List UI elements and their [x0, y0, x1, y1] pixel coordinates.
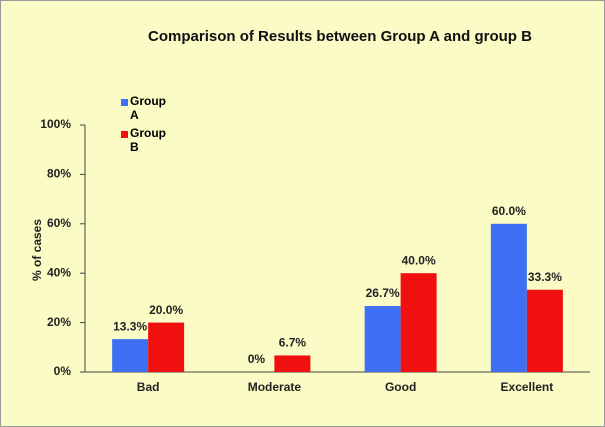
bar	[526, 289, 563, 372]
data-label: 20.0%	[149, 303, 183, 317]
x-tick-label: Excellent	[501, 380, 554, 394]
y-tick-label: 60%	[47, 216, 71, 230]
x-tick-label: Good	[385, 380, 416, 394]
bar	[490, 223, 527, 372]
bar	[112, 339, 149, 372]
data-label: 33.3%	[528, 270, 562, 284]
y-axis-label: % of cases	[30, 219, 44, 281]
legend-swatch	[121, 99, 128, 106]
bar	[274, 355, 311, 372]
y-tick-label: 20%	[47, 315, 71, 329]
title-box: Comparison of Results between Group A an…	[148, 28, 532, 45]
y-tick-label: 80%	[47, 167, 71, 181]
y-tick-label: 100%	[40, 117, 71, 131]
data-label: 40.0%	[402, 253, 436, 267]
x-tick-label: Bad	[137, 380, 160, 394]
chart-title: Comparison of Results between Group A an…	[148, 28, 532, 45]
y-tick-label: 0%	[54, 364, 72, 378]
x-tick-label: Moderate	[248, 380, 302, 394]
data-label: 6.7%	[279, 336, 307, 350]
data-label: 26.7%	[366, 286, 400, 300]
bar	[400, 273, 437, 372]
legend-entry: Group B	[130, 126, 166, 154]
y-tick-label: 40%	[47, 265, 71, 279]
data-label: 13.3%	[113, 319, 147, 333]
legend-label: Group A	[130, 94, 166, 122]
bar	[148, 322, 185, 372]
legend-label: Group B	[130, 126, 166, 154]
bar	[364, 306, 401, 372]
legend-entry: Group A	[130, 94, 166, 122]
data-label: 60.0%	[492, 204, 526, 218]
legend-swatch	[121, 131, 128, 138]
data-label: 0%	[248, 352, 266, 366]
